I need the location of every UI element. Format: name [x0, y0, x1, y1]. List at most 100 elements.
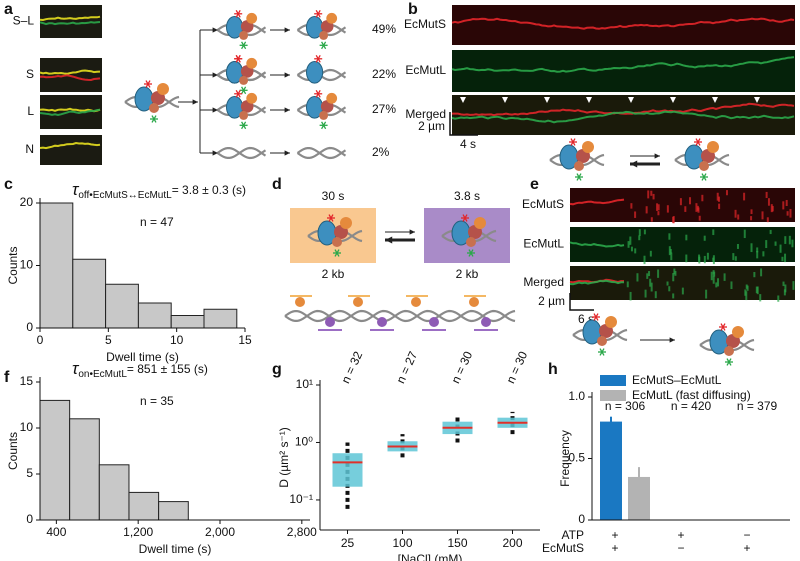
- arrow-head: [212, 27, 218, 33]
- arrow-head: [630, 160, 638, 168]
- mutL-protein: [239, 110, 249, 120]
- kymograph-speckle: [756, 247, 759, 253]
- kymograph-speckle: [717, 196, 720, 202]
- fluor-marker: [241, 86, 247, 95]
- mutL-protein: [246, 92, 258, 104]
- arrow-head: [212, 150, 218, 156]
- kymograph-trace: [39, 108, 101, 117]
- event-marker: [754, 97, 760, 103]
- kymograph-speckle: [792, 281, 795, 290]
- kymograph-speckle: [679, 198, 682, 206]
- kymograph-speckle: [649, 278, 652, 287]
- title-subscript: on•EcMutL: [78, 369, 127, 380]
- arrow-head: [212, 72, 218, 78]
- kymograph-speckle: [647, 190, 650, 199]
- mutL-protein: [597, 336, 607, 346]
- kymograph-speckle: [649, 250, 652, 257]
- kymograph-speckle: [755, 286, 758, 294]
- mutL-protein: [732, 326, 744, 338]
- channel-label: EcMutL: [405, 63, 446, 77]
- panel-label: e: [530, 176, 539, 193]
- kymograph-speckle: [630, 246, 633, 252]
- kymograph-speckle: [761, 211, 764, 220]
- kymograph-speckle: [627, 241, 630, 248]
- mutL-protein: [377, 317, 387, 327]
- panel-label: a: [4, 1, 13, 18]
- y-tick-label: 10: [20, 420, 34, 434]
- kymograph-speckle: [650, 217, 653, 222]
- kymograph-speckle: [777, 295, 780, 302]
- mutL-protein: [469, 297, 479, 307]
- arrow-head: [385, 236, 393, 244]
- kymograph-speckle: [785, 199, 788, 207]
- condition-sign: +: [743, 541, 750, 555]
- y-tick-label: 0: [26, 320, 33, 334]
- kymograph-speckle: [712, 229, 715, 236]
- mutL-protein: [157, 83, 169, 95]
- condition-sign: +: [677, 528, 684, 542]
- kymograph-trace: [39, 141, 101, 150]
- kymograph-speckle: [759, 294, 762, 302]
- kymograph-speckle: [698, 215, 701, 221]
- y-tick-label: 1.0: [568, 389, 585, 403]
- bar: [600, 421, 622, 520]
- kymograph: [570, 227, 795, 262]
- kymograph-speckle: [760, 268, 763, 277]
- fluor-marker: [321, 41, 327, 50]
- row-label: S–L: [13, 14, 35, 28]
- title-symbol: τ: [72, 180, 80, 199]
- kymograph-speckle: [750, 243, 753, 253]
- fluor-marker: [462, 214, 468, 222]
- channel-label: EcMutL: [523, 237, 564, 251]
- y-tick-label: 0: [26, 512, 33, 526]
- scale-label: 2 µm: [418, 119, 445, 133]
- kymograph-speckle: [770, 204, 773, 213]
- x-tick-label: 2,000: [205, 525, 235, 539]
- histogram-bar: [170, 315, 205, 329]
- mutL-protein: [474, 217, 486, 229]
- kymograph-speckle: [723, 273, 726, 281]
- kymograph-speckle: [737, 214, 740, 220]
- mutL-protein: [246, 12, 258, 24]
- kymograph-speckle: [668, 233, 671, 240]
- kymograph-speckle: [650, 190, 653, 196]
- kymograph-speckle: [715, 282, 718, 288]
- dna-strand: [296, 147, 347, 160]
- x-tick-label: 5: [105, 333, 112, 347]
- kymograph-speckle: [745, 284, 748, 289]
- kymograph-speckle: [734, 209, 737, 218]
- kymograph-speckle: [650, 282, 653, 292]
- title-symbol: τ: [72, 359, 80, 378]
- kymograph-speckle: [657, 269, 660, 278]
- kymograph-speckle: [681, 287, 684, 295]
- chart-title: τoff•EcMutS↔EcMutL= 3.8 ± 0.3 (s): [72, 180, 246, 200]
- mutL-protein: [332, 237, 342, 247]
- arrow-head: [284, 27, 290, 33]
- kymograph-speckle: [672, 273, 675, 282]
- mutL-protein: [239, 30, 249, 40]
- kymograph-speckle: [666, 205, 669, 213]
- kymograph-speckle: [654, 291, 657, 299]
- kymograph-trace: [569, 198, 625, 206]
- kymograph-speckle: [668, 246, 671, 256]
- kymograph-speckle: [648, 271, 651, 277]
- kymograph-speckle: [782, 201, 785, 210]
- percentage: 49%: [372, 22, 396, 36]
- bar: [628, 476, 650, 520]
- kymograph-speckle: [705, 289, 708, 299]
- kymograph-speckle: [638, 235, 641, 241]
- mutL-protein: [326, 92, 338, 104]
- kymograph-speckle: [791, 239, 794, 248]
- kymograph-speckle: [736, 244, 739, 249]
- kymograph-trace: [451, 17, 795, 30]
- kymograph-speckle: [743, 229, 746, 239]
- kymograph-speckle: [630, 203, 633, 209]
- fluor-marker: [599, 348, 605, 356]
- mutL-protein: [707, 141, 719, 153]
- x-tick-label: 100: [392, 536, 412, 550]
- event-marker: [670, 97, 676, 103]
- kymograph-speckle: [685, 254, 688, 263]
- fluor-marker: [328, 214, 334, 222]
- kymograph-speckle: [744, 289, 747, 296]
- mutL-protein: [582, 141, 594, 153]
